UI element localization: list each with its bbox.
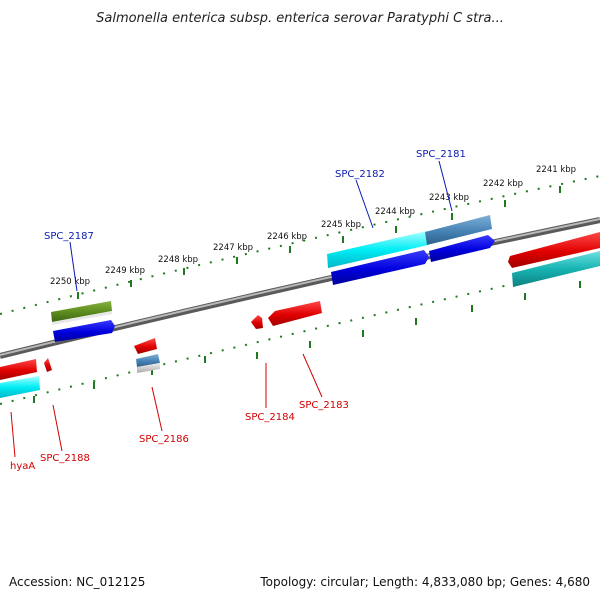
- forward-features: [51, 215, 600, 342]
- tick-label: 2246 kbp: [267, 232, 307, 242]
- gene-label-spc2184[interactable]: SPC_2184: [245, 412, 295, 423]
- feature-spc2181-gene[interactable]: [429, 235, 495, 262]
- gene-label-spc2188[interactable]: SPC_2188: [40, 453, 90, 464]
- feature-spc2181-cog[interactable]: [425, 215, 492, 245]
- gene-label-spc2186[interactable]: SPC_2186: [139, 434, 189, 445]
- feature-hyaA-cog[interactable]: [0, 376, 40, 398]
- forward-gene-labels: SPC_2187 SPC_2182 SPC_2181: [44, 149, 466, 242]
- outer-ruler-track: [0, 175, 600, 315]
- feature-hyaA[interactable]: [0, 359, 37, 380]
- accession-text: Accession: NC_012125: [9, 575, 145, 589]
- reverse-gene-labels: hyaA SPC_2188 SPC_2186 SPC_2184 SPC_2183: [10, 400, 349, 472]
- feature-spc2187-cog[interactable]: [51, 301, 112, 322]
- feature-spc2187-gene[interactable]: [53, 320, 115, 342]
- leader-lines: [10, 160, 453, 458]
- feature-spc2183[interactable]: [268, 301, 322, 326]
- tick-label: 2244 kbp: [375, 207, 415, 217]
- outer-major-ticks: [77, 186, 561, 299]
- tick-label: 2248 kbp: [158, 255, 198, 265]
- feature-spc2186[interactable]: [134, 338, 157, 354]
- topology-text: Topology: circular; Length: 4,833,080 bp…: [259, 575, 590, 589]
- feature-spc2182-cog[interactable]: [327, 231, 428, 268]
- tick-label: 2247 kbp: [213, 243, 253, 253]
- inner-major-ticks: [33, 281, 581, 403]
- feature-spc2184[interactable]: [251, 315, 263, 329]
- tick-label: 2241 kbp: [536, 165, 576, 175]
- feature-spc2187-shade: [52, 311, 112, 325]
- gene-label-spc2182[interactable]: SPC_2182: [335, 169, 385, 180]
- kbp-tick-labels: 2250 kbp 2249 kbp 2248 kbp 2247 kbp 2246…: [50, 165, 576, 287]
- tick-label: 2250 kbp: [50, 277, 90, 287]
- tick-label: 2245 kbp: [321, 220, 361, 230]
- gene-label-spc2183[interactable]: SPC_2183: [299, 400, 349, 411]
- feature-spc2188[interactable]: [44, 358, 52, 372]
- gene-label-hyaA[interactable]: hyaA: [10, 461, 35, 472]
- feature-spc2186-cog[interactable]: [136, 354, 160, 367]
- tick-label: 2249 kbp: [105, 266, 145, 276]
- reverse-features: [0, 301, 322, 398]
- gene-label-spc2187[interactable]: SPC_2187: [44, 231, 94, 242]
- map-title: Salmonella enterica subsp. enterica sero…: [96, 11, 504, 26]
- feature-right-teal[interactable]: [512, 251, 600, 287]
- feature-spc2186-shade: [137, 363, 160, 373]
- feature-right-red[interactable]: [508, 232, 600, 268]
- feature-spc2182-gene[interactable]: [331, 250, 429, 285]
- gene-label-spc2181[interactable]: SPC_2181: [416, 149, 466, 160]
- tick-label: 2242 kbp: [483, 179, 523, 189]
